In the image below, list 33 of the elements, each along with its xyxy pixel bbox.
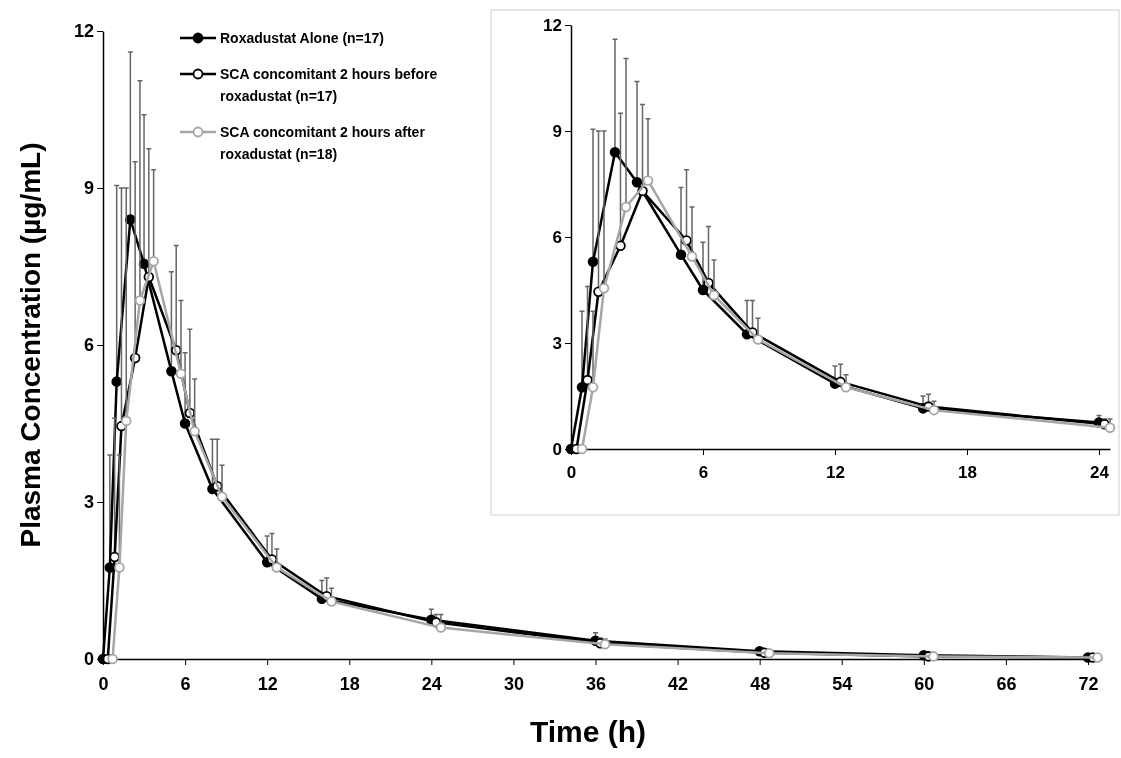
y-axis-title: Plasma Concentration (µg/mL) [15, 142, 46, 548]
x-tick-label: 18 [339, 673, 360, 694]
legend-label: Roxadustat Alone (n=17) [220, 30, 385, 46]
legend-label: SCA concomitant 2 hours after roxadustat (n=18) [220, 124, 426, 162]
x-tick-label: 6 [698, 463, 709, 483]
x-tick-label: 6 [180, 673, 191, 694]
x-axis-title: Time (h) [529, 715, 647, 748]
x-tick-label: 66 [996, 673, 1017, 694]
y-tick-label: 3 [552, 333, 562, 353]
legend-label: SCA concomitant 2 hours before roxadustat (n=17) [220, 66, 438, 104]
x-tick-label: 24 [1090, 463, 1110, 483]
x-tick-label: 36 [585, 673, 607, 694]
x-tick-label: 0 [98, 673, 109, 694]
x-tick-label: 42 [668, 673, 689, 694]
x-tick-label: 0 [566, 463, 577, 483]
x-tick-label: 18 [958, 463, 977, 483]
y-tick-label: 6 [83, 335, 94, 356]
x-tick-label: 60 [914, 673, 935, 694]
y-tick-label: 9 [83, 178, 94, 199]
x-tick-label: 12 [257, 673, 278, 694]
x-tick-label: 54 [832, 673, 853, 694]
y-tick-label: 12 [73, 21, 94, 42]
y-tick-label: 0 [552, 439, 562, 459]
x-tick-label: 24 [421, 673, 442, 694]
y-tick-label: 9 [552, 121, 562, 141]
y-tick-label: 6 [552, 227, 562, 247]
x-tick-label: 72 [1078, 673, 1099, 694]
x-tick-label: 30 [503, 673, 524, 694]
x-tick-label: 48 [750, 673, 771, 694]
y-tick-label: 3 [83, 492, 94, 513]
y-tick-label: 12 [543, 15, 562, 35]
y-tick-label: 0 [83, 649, 94, 670]
x-tick-label: 12 [826, 463, 845, 483]
